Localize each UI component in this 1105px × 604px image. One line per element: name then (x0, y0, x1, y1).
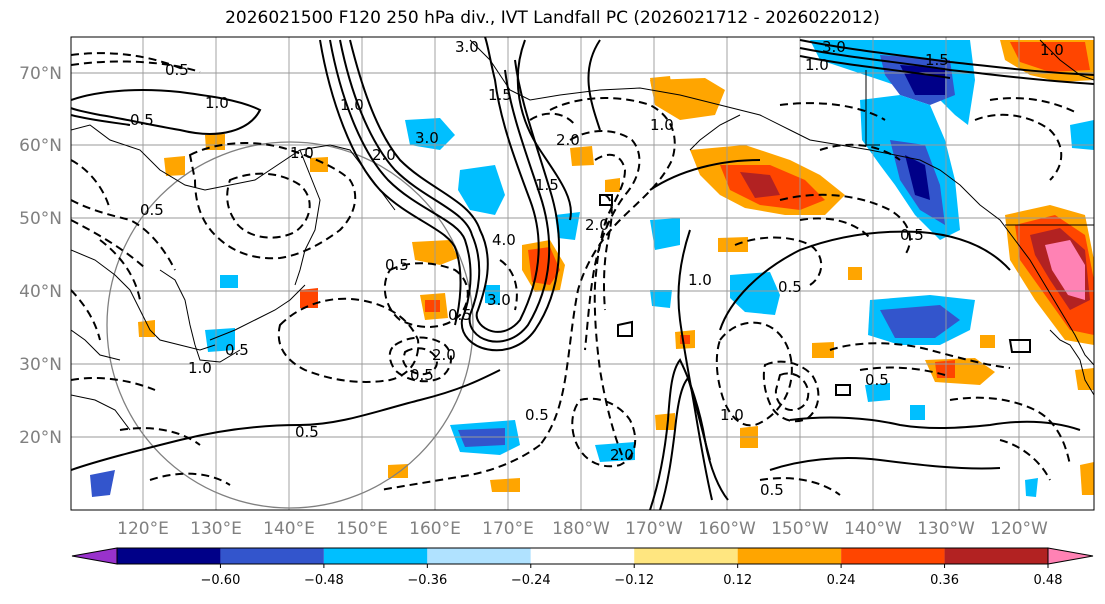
map-frame (70, 36, 1095, 511)
contour-label: 3.0 (822, 38, 846, 56)
lat-label: 60°N (19, 136, 62, 156)
colorbar-tick-label: −0.24 (511, 573, 551, 588)
colorbar-tick-label: −0.60 (201, 573, 241, 588)
map-title: 2026021500 F120 250 hPa div., IVT Landfa… (225, 8, 880, 28)
colorbar-segment (427, 548, 531, 564)
colorbar-segment (323, 548, 428, 564)
contour-lines (71, 37, 1094, 510)
contour-label: 0.5 (900, 226, 924, 244)
contour-label: 1.0 (1040, 41, 1064, 59)
contour-label: 1.0 (290, 144, 314, 162)
colorbar-segment (117, 548, 221, 564)
contour-label: 4.0 (492, 231, 516, 249)
colorbar-extend-max (1047, 547, 1094, 565)
contour-label: 0.5 (385, 256, 409, 274)
contour-label: 1.0 (805, 56, 829, 74)
colorbar-tick-label: −0.12 (614, 573, 654, 588)
colorbar-segment (634, 548, 738, 564)
lat-label: 70°N (19, 64, 62, 84)
contour-lines-dashed (71, 52, 1076, 496)
contour-label: 1.0 (205, 94, 229, 112)
colorbar-tick-label: 0.48 (1034, 573, 1063, 588)
contour-label: 1.5 (925, 51, 949, 69)
contour-label: 2.0 (372, 146, 396, 164)
colorbar-tick-label: −0.36 (407, 573, 447, 588)
lat-label: 40°N (19, 282, 62, 302)
contour-label: 2.0 (610, 446, 634, 464)
latitude-labels: 70°N 60°N 50°N 40°N 30°N 20°N (19, 64, 62, 448)
lon-label: 150°W (771, 519, 829, 539)
contour-label: 0.5 (130, 111, 154, 129)
contour-label: 0.5 (165, 61, 189, 79)
grid-lines (71, 37, 1094, 510)
colorbar-tick-label: 0.36 (930, 573, 959, 588)
contour-label: 0.5 (760, 481, 784, 499)
colorbar: −0.60 −0.48 −0.36 −0.24 −0.12 0.12 0.24 0.36 0.4… (71, 547, 1094, 588)
colorbar-extend-min (71, 547, 118, 565)
lon-label: 130°E (190, 519, 242, 539)
map-panel: 3.0 0.5 1.0 1.0 0.5 3.0 1.5 2.0 1.5 2.0 … (71, 37, 1094, 510)
lat-label: 20°N (19, 428, 62, 448)
contour-labels: 3.0 0.5 1.0 1.0 0.5 3.0 1.5 2.0 1.5 2.0 … (130, 38, 1064, 499)
colorbar-frame (116, 547, 1049, 565)
contour-label: 3.0 (487, 291, 511, 309)
contour-label: 1.5 (488, 86, 512, 104)
contour-label: 1.0 (720, 406, 744, 424)
colorbar-segment (841, 548, 945, 564)
colorbar-tick-label: 0.12 (723, 573, 752, 588)
lon-label: 120°W (990, 519, 1048, 539)
contour-label: 1.0 (340, 96, 364, 114)
lon-label: 170°W (625, 519, 683, 539)
lon-label: 130°W (917, 519, 975, 539)
colorbar-tick-label: −0.48 (304, 573, 344, 588)
lon-label: 170°E (482, 519, 534, 539)
contour-label: 0.5 (865, 371, 889, 389)
contour-label: 1.0 (188, 359, 212, 377)
contour-label: 1.5 (535, 176, 559, 194)
contour-label: 3.0 (455, 38, 479, 56)
colorbar-tick-label: 0.24 (827, 573, 856, 588)
contour-label: 0.5 (225, 341, 249, 359)
lon-label: 140°E (263, 519, 315, 539)
contour-label: 2.0 (432, 346, 456, 364)
lon-label: 180°W (552, 519, 610, 539)
contour-label: 1.0 (688, 271, 712, 289)
lat-label: 50°N (19, 209, 62, 229)
colorbar-segment (737, 548, 842, 564)
longitude-labels: 120°E 130°E 140°E 150°E 160°E 170°E 180°… (117, 519, 1048, 539)
colorbar-segment (220, 548, 324, 564)
contour-label: 0.5 (778, 278, 802, 296)
contour-label: 0.5 (525, 406, 549, 424)
lon-label: 150°E (336, 519, 388, 539)
lat-label: 30°N (19, 355, 62, 375)
lon-label: 120°E (117, 519, 169, 539)
range-circle (106, 141, 474, 509)
contour-label: 0.5 (448, 306, 472, 324)
lon-label: 160°W (698, 519, 756, 539)
contour-label: 2.0 (585, 216, 609, 234)
contour-label: 0.5 (295, 423, 319, 441)
lon-label: 160°E (409, 519, 461, 539)
lon-label: 140°W (844, 519, 902, 539)
contour-label: 0.5 (140, 201, 164, 219)
contour-label: 2.0 (556, 131, 580, 149)
contour-label: 1.0 (650, 116, 674, 134)
colorbar-segment (530, 548, 635, 564)
colorbar-segment (944, 548, 1048, 564)
contour-label: 3.0 (415, 129, 439, 147)
contour-label: 0.5 (410, 366, 434, 384)
